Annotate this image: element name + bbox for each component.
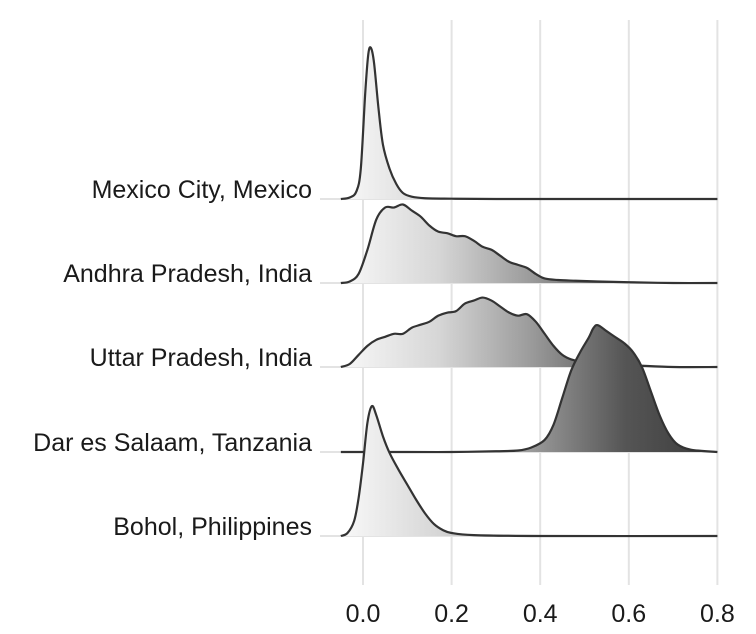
ridge-2 [340, 296, 718, 369]
ridge-outline [340, 46, 718, 201]
ridge-fill [340, 297, 718, 368]
x-tick-label: 0.4 [523, 600, 558, 628]
ridge-fill [340, 47, 718, 200]
ridge-4 [340, 404, 718, 538]
category-label: Bohol, Philippines [113, 513, 312, 541]
ridges [340, 46, 718, 538]
ridge-0 [340, 46, 718, 201]
ridge-outline [340, 323, 718, 454]
x-tick-label: 0.6 [611, 600, 646, 628]
ridge-fill [340, 204, 718, 284]
ridge-fill [340, 405, 718, 537]
x-tick-label: 0.8 [700, 600, 735, 628]
ridge-1 [340, 203, 718, 285]
category-label: Andhra Pradesh, India [63, 260, 312, 288]
category-labels: Mexico City, Mexico Andhra Pradesh, India… [33, 176, 312, 541]
ridge-fill [340, 325, 718, 453]
ridge-outline [340, 203, 718, 285]
ridge-outline [340, 296, 718, 369]
ridge-3 [340, 323, 718, 454]
category-label: Dar es Salaam, Tanzania [33, 429, 312, 457]
category-label: Uttar Pradesh, India [90, 344, 312, 372]
x-tick-label: 0.2 [434, 600, 469, 628]
category-label: Mexico City, Mexico [92, 176, 312, 204]
ridge-outline [340, 404, 718, 538]
x-tick-label: 0.0 [346, 600, 381, 628]
x-axis-ticks: 0.0 0.2 0.4 0.6 0.8 [346, 600, 735, 628]
